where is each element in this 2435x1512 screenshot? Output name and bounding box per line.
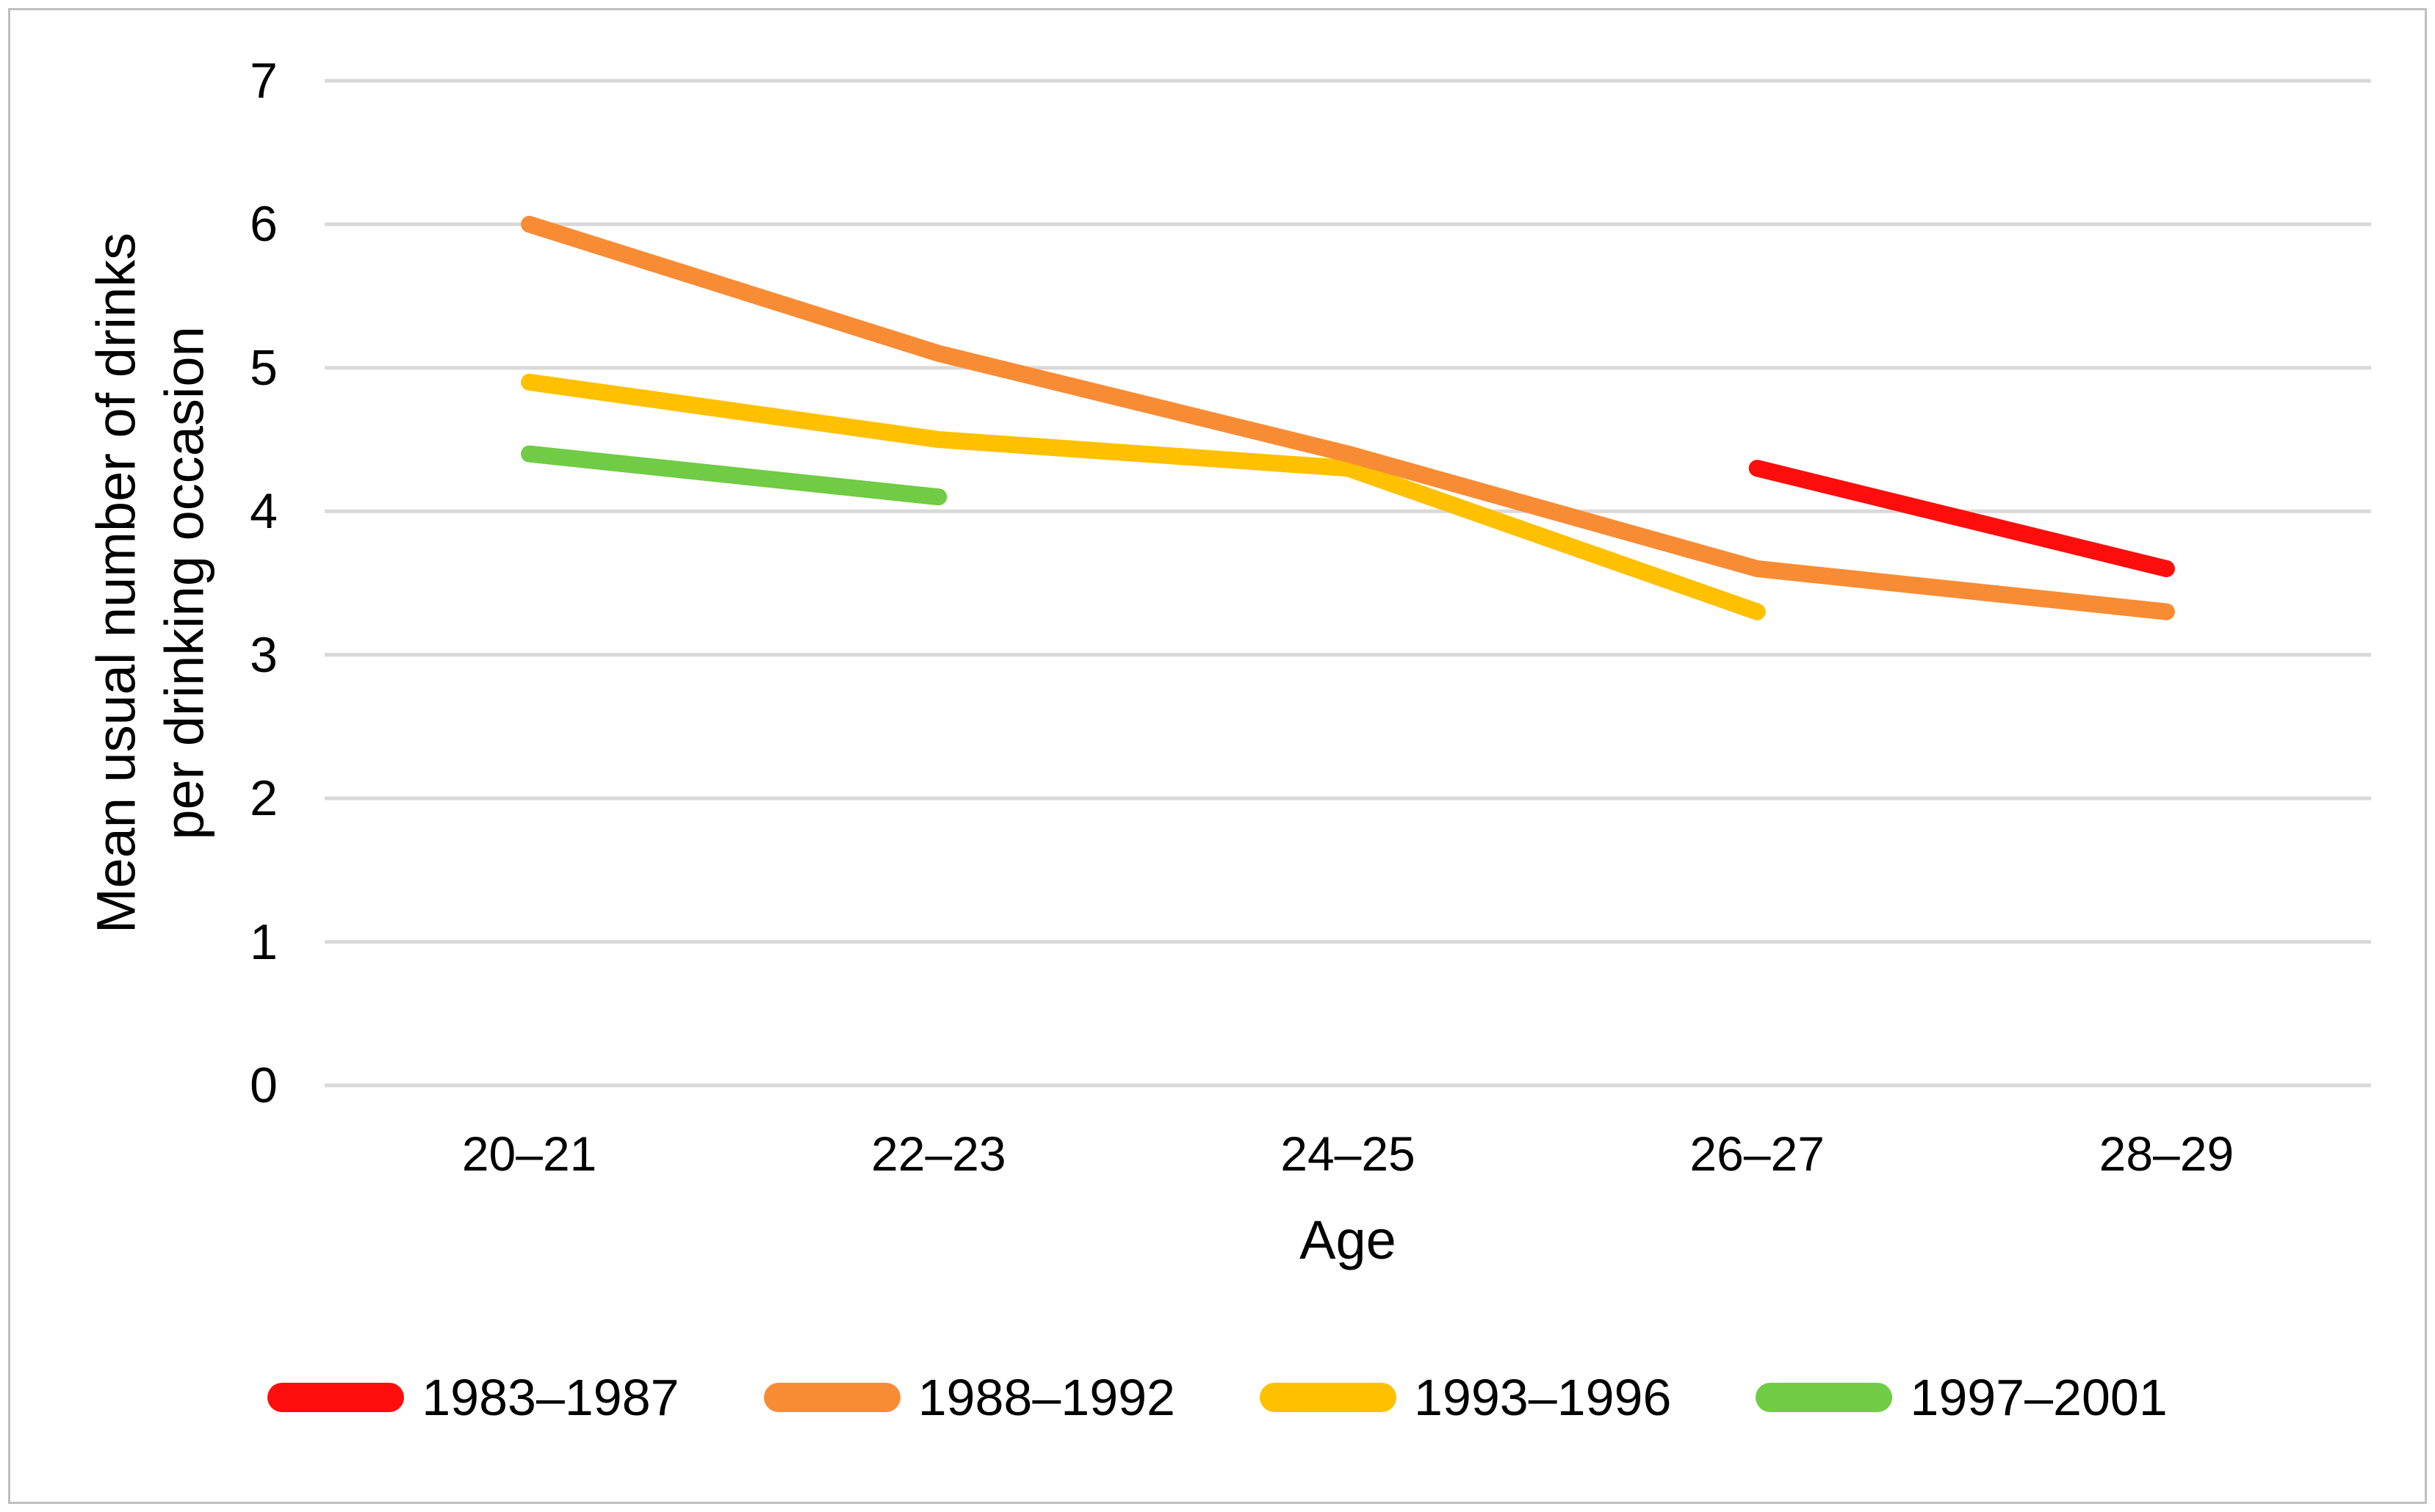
legend-label: 1993–1996 [1414,1369,1672,1426]
legend-item: 1988–1992 [763,1369,1175,1426]
x-axis-tick-label-3: 24–25 [1280,1126,1415,1181]
y-axis-tick-label-7: 7 [250,53,278,109]
legend-label: 1997–2001 [1910,1369,2168,1426]
legend-label: 1988–1992 [917,1369,1175,1426]
series-line-1993-1996 [521,373,1766,621]
legend-item: 1997–2001 [1756,1369,2168,1426]
x-axis-tick-label-4: 26–27 [1689,1126,1825,1181]
legend-swatch-1988-1992 [763,1383,901,1412]
y-axis-tick-label-3: 3 [250,626,278,683]
y-axis-tick-label-5: 5 [250,339,278,396]
x-axis-tick-label-5: 28–29 [2099,1126,2234,1181]
y-axis-tick-label-0: 0 [250,1057,278,1113]
y-axis-title-line1: Mean usual number of drinks [85,232,147,934]
legend-swatch-1997-2001 [1756,1383,1893,1412]
legend-item: 1983–1987 [267,1372,679,1423]
legend: 1983–1987 1988–1992 1993–1996 1997–2001 [0,1372,2435,1423]
legend-swatch-1983-1987 [267,1383,405,1412]
x-axis-tick-label-2: 22–23 [871,1126,1006,1181]
x-axis-title: Age [1299,1209,1396,1270]
series-line-1983-1987 [1748,460,2175,577]
y-axis-title: Mean usual number of drinks per drinking… [83,233,219,933]
legend-item: 1993–1996 [1260,1372,1671,1423]
y-axis-tick-label-6: 6 [250,196,278,253]
y-axis-title-line2: per drinking occasion [154,326,214,840]
y-axis-tick-label-2: 2 [250,770,278,827]
legend-swatch-1993-1996 [1260,1383,1396,1412]
y-axis-tick-label-1: 1 [250,914,278,970]
series-line-1997-2001 [521,445,948,506]
series-line-1988-1992 [521,215,2175,621]
y-axis-tick-label-4: 4 [250,483,278,540]
legend-label: 1983–1987 [422,1369,679,1426]
x-axis-tick-label-1: 20–21 [461,1126,597,1181]
